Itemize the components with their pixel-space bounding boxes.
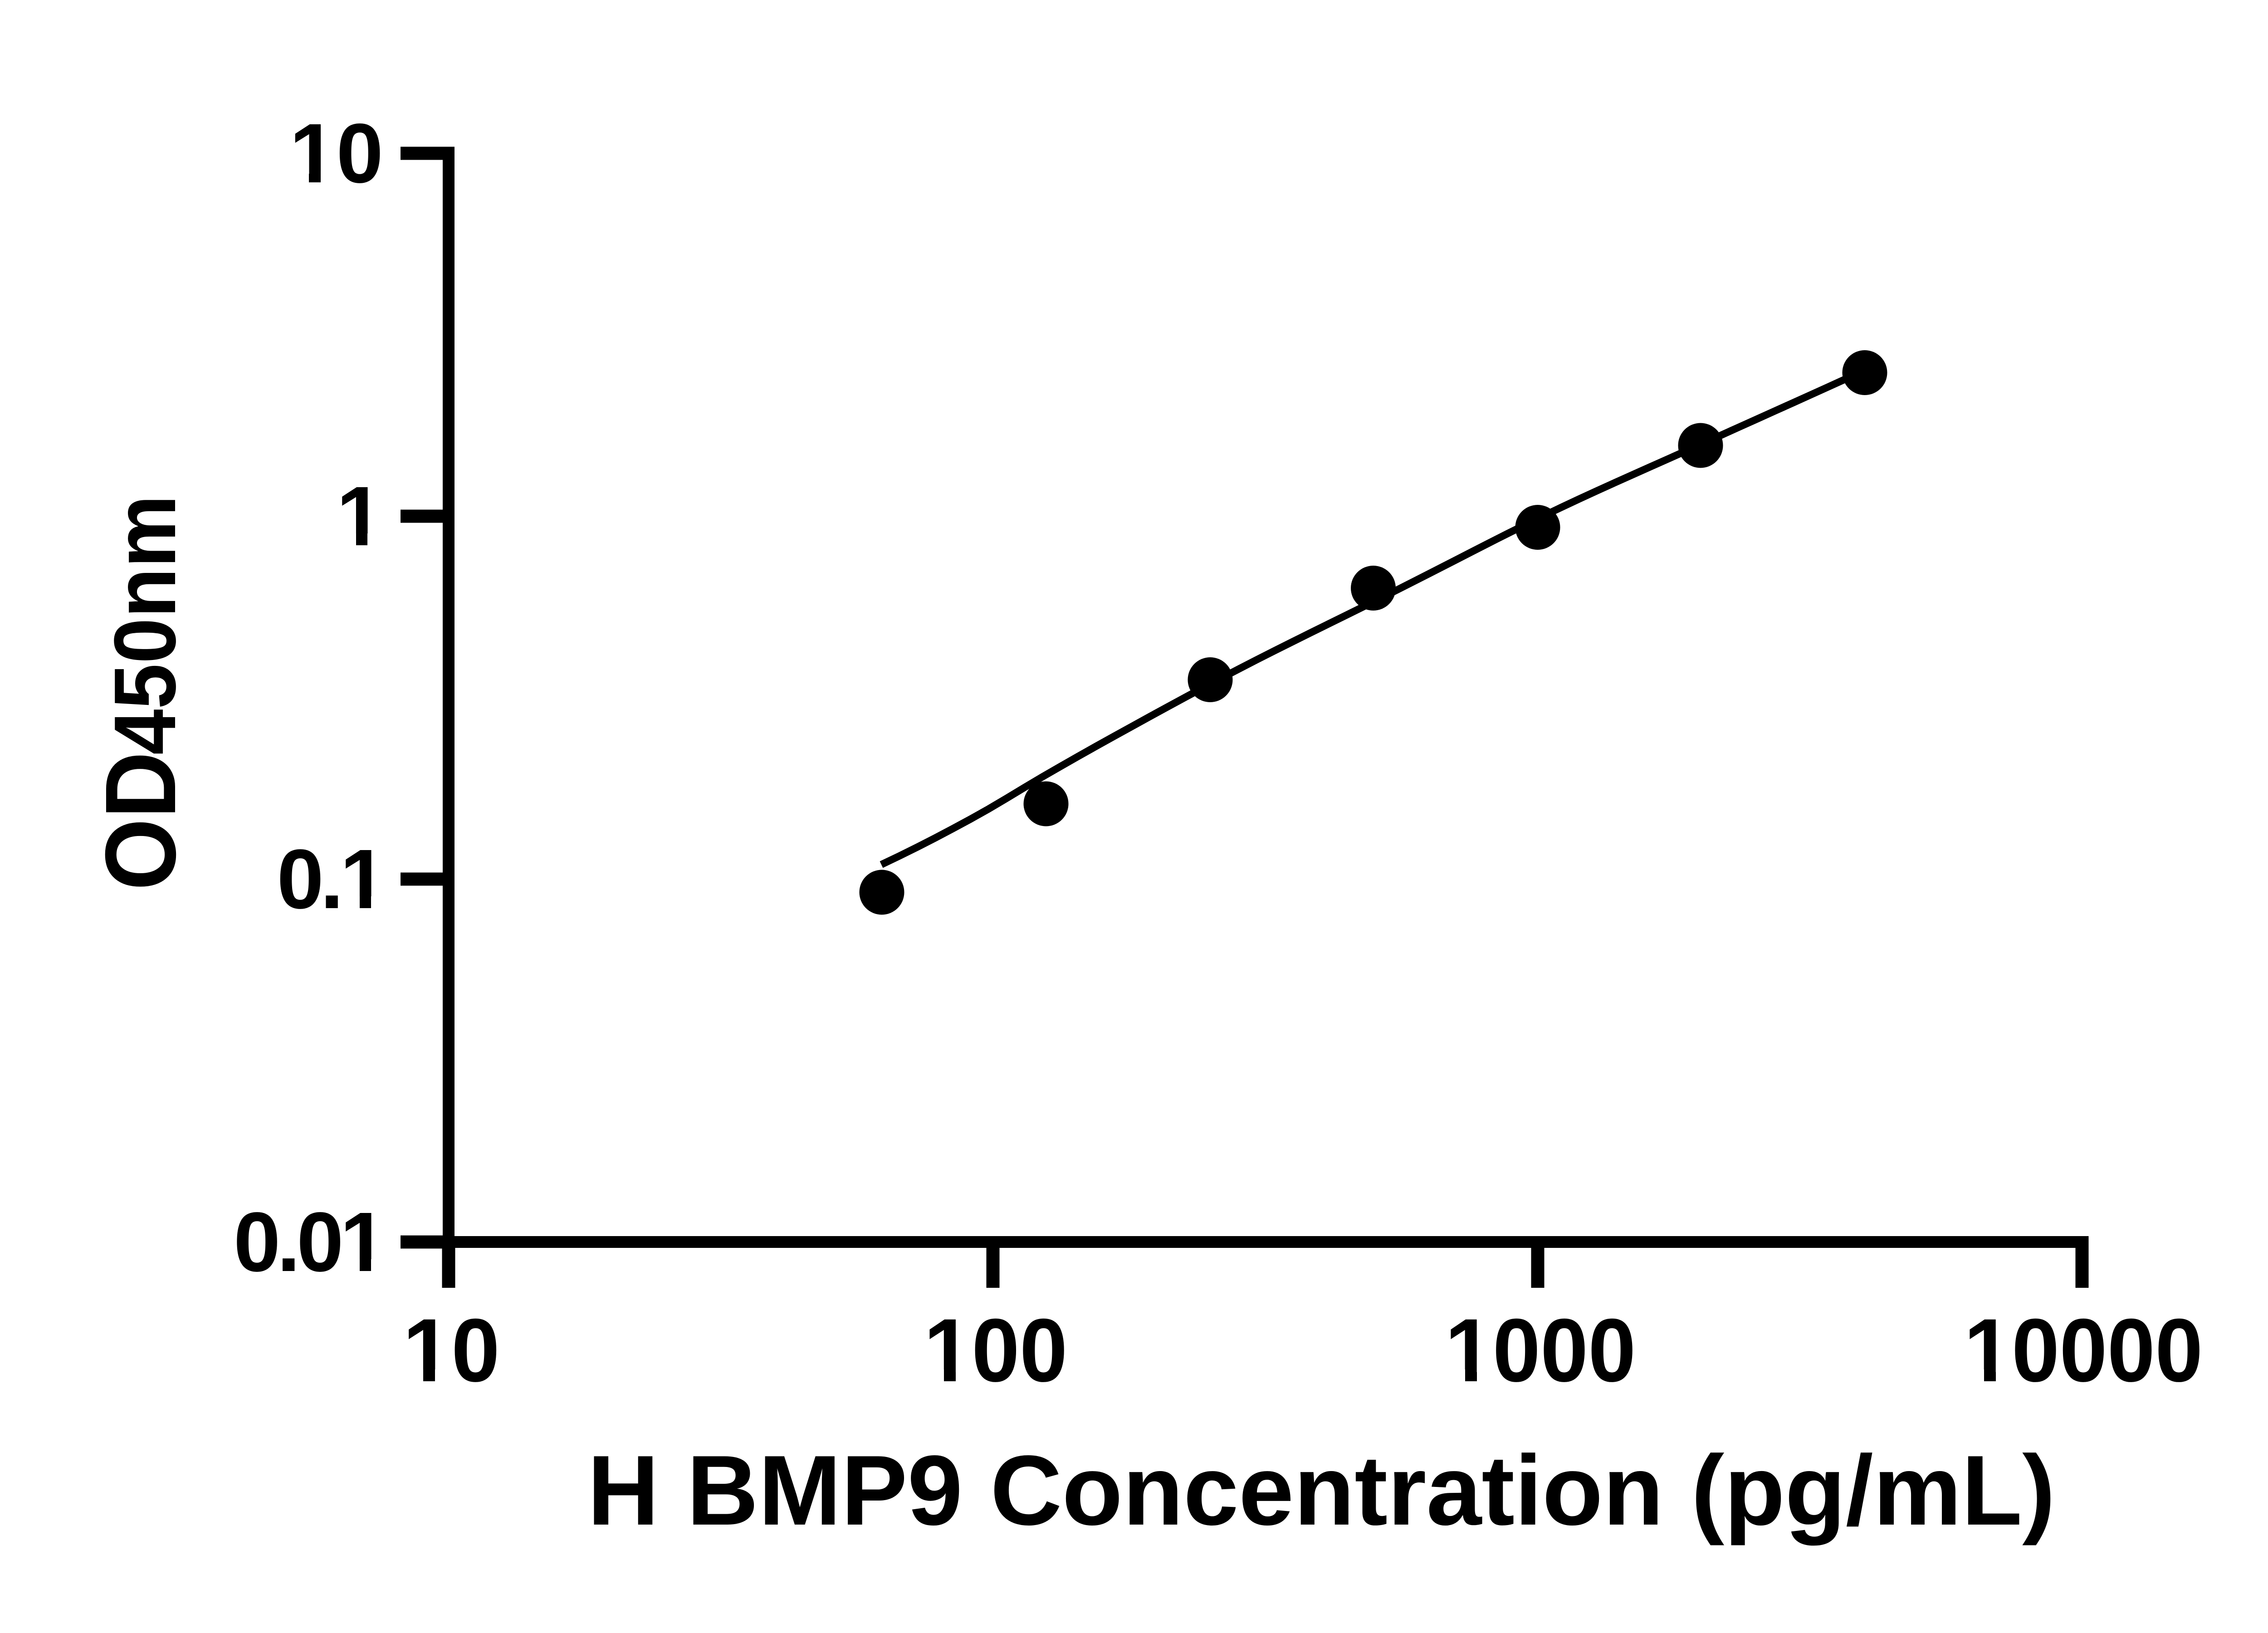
svg-text:10: 10 [403, 1300, 500, 1400]
svg-text:H BMP9 Concentration (pg/mL): H BMP9 Concentration (pg/mL) [587, 1435, 2055, 1546]
svg-text:OD: OD [84, 752, 196, 890]
svg-text:10: 10 [289, 107, 383, 200]
svg-text:0.01: 0.01 [234, 1195, 385, 1289]
svg-text:0.1: 0.1 [277, 832, 385, 926]
svg-text:1000: 1000 [1445, 1300, 1636, 1400]
svg-text:10000: 10000 [1964, 1300, 2203, 1400]
svg-text:450nm: 450nm [96, 495, 194, 755]
svg-text:100: 100 [924, 1300, 1068, 1400]
svg-text:1: 1 [337, 469, 383, 563]
